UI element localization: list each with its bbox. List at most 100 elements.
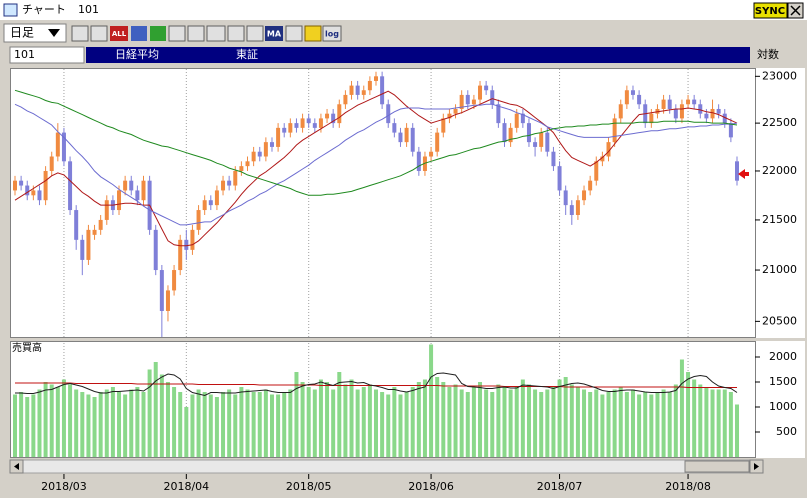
candle-body xyxy=(123,180,128,191)
period-label: 日足 xyxy=(10,26,34,40)
candle-body xyxy=(233,170,238,186)
candle-body xyxy=(117,190,122,211)
tool-icon[interactable] xyxy=(187,25,205,42)
volume-bar xyxy=(184,407,189,457)
tool-icon[interactable] xyxy=(285,25,303,42)
volume-bar xyxy=(606,392,611,457)
candle-body xyxy=(129,180,134,191)
volume-bar xyxy=(465,392,470,457)
tool-icon[interactable] xyxy=(246,25,264,42)
candle-body xyxy=(502,123,507,143)
volume-bar xyxy=(551,387,556,457)
volume-bar xyxy=(630,389,635,457)
candle-body xyxy=(245,161,250,167)
volume-bar xyxy=(49,384,54,457)
period-select[interactable] xyxy=(3,23,67,43)
candle-body xyxy=(251,151,256,162)
close-icon xyxy=(790,5,801,16)
volume-bar xyxy=(208,394,213,457)
dropdown-arrow xyxy=(48,29,60,37)
candle-body xyxy=(649,113,654,124)
volume-title: 売買高 xyxy=(12,341,42,354)
candle-body xyxy=(239,166,244,171)
volume-bar xyxy=(735,404,739,457)
tool-icon[interactable] xyxy=(168,25,186,42)
tool-icon[interactable] xyxy=(322,25,342,42)
candle-body xyxy=(202,200,207,211)
candle-body xyxy=(208,200,213,206)
volume-bar xyxy=(245,389,250,457)
tool-icon[interactable] xyxy=(131,26,147,41)
tool-icon[interactable] xyxy=(265,26,283,41)
candle-body xyxy=(429,151,434,157)
sync-button[interactable] xyxy=(753,2,788,19)
candle-body xyxy=(441,118,446,133)
tool-icon[interactable] xyxy=(90,25,108,42)
volume-bar xyxy=(422,379,427,457)
candle-body xyxy=(214,190,219,206)
candle-body xyxy=(221,180,226,191)
candle-body xyxy=(337,104,342,124)
volume-bar xyxy=(86,394,91,457)
scroll-thumb[interactable] xyxy=(684,460,750,473)
volume-bar xyxy=(337,372,342,457)
window-title: チャート xyxy=(22,3,66,16)
index-name: 日経平均 xyxy=(115,48,159,61)
y-tick-label: 20500 xyxy=(762,314,797,327)
candle-body xyxy=(716,108,721,114)
volume-bar xyxy=(667,392,672,457)
volume-bar xyxy=(716,389,721,457)
candle-body xyxy=(227,180,232,186)
y-tick-label: 21500 xyxy=(762,213,797,226)
volume-bar xyxy=(661,389,666,457)
volume-bar xyxy=(135,387,140,457)
candle-body xyxy=(728,123,733,138)
code-field[interactable] xyxy=(9,46,85,64)
candle-body xyxy=(453,108,458,114)
volume-bar xyxy=(92,397,97,457)
app-icon xyxy=(3,3,18,17)
volume-bar xyxy=(490,392,495,457)
candle-body xyxy=(410,127,415,152)
candle-body xyxy=(190,229,195,250)
candle-body xyxy=(263,142,268,157)
candle-body xyxy=(380,76,385,105)
candle-body xyxy=(484,85,489,91)
scroll-right-arrow xyxy=(754,463,759,470)
candle-body xyxy=(355,85,360,95)
tool-icon-label: MA xyxy=(267,30,282,39)
volume-bar xyxy=(202,392,207,457)
candle-body xyxy=(61,132,66,162)
volume-bar xyxy=(349,379,354,457)
volume-bar xyxy=(117,392,122,457)
tool-icon[interactable] xyxy=(71,25,89,42)
volume-bar xyxy=(221,392,226,457)
tool-icon[interactable] xyxy=(227,25,245,42)
candle-body xyxy=(600,156,605,162)
candle-body xyxy=(43,170,48,201)
candle-body xyxy=(282,127,287,133)
volume-bar xyxy=(398,394,403,457)
tool-icon[interactable] xyxy=(110,26,128,41)
window-code: 101 xyxy=(78,3,99,16)
tool-icon[interactable] xyxy=(206,25,226,42)
moving-average xyxy=(14,89,738,196)
volume-bar xyxy=(153,362,158,457)
candle-body xyxy=(318,118,323,128)
volume-bar xyxy=(165,382,170,457)
volume-bar xyxy=(13,394,17,457)
volume-bar xyxy=(98,392,103,457)
sync-label: SYNC xyxy=(755,6,785,17)
candle-body xyxy=(288,123,293,133)
volume-bar xyxy=(294,372,299,457)
tool-icon[interactable] xyxy=(150,26,166,41)
volume-bar xyxy=(533,389,538,457)
volume-bar xyxy=(55,387,60,457)
candle-body xyxy=(19,180,24,186)
scrollbar[interactable] xyxy=(9,459,764,474)
tool-icon[interactable] xyxy=(304,25,322,42)
candle-body xyxy=(526,123,531,143)
volume-bar xyxy=(514,387,519,457)
volume-bar xyxy=(673,384,678,457)
volume-bar xyxy=(484,389,489,457)
